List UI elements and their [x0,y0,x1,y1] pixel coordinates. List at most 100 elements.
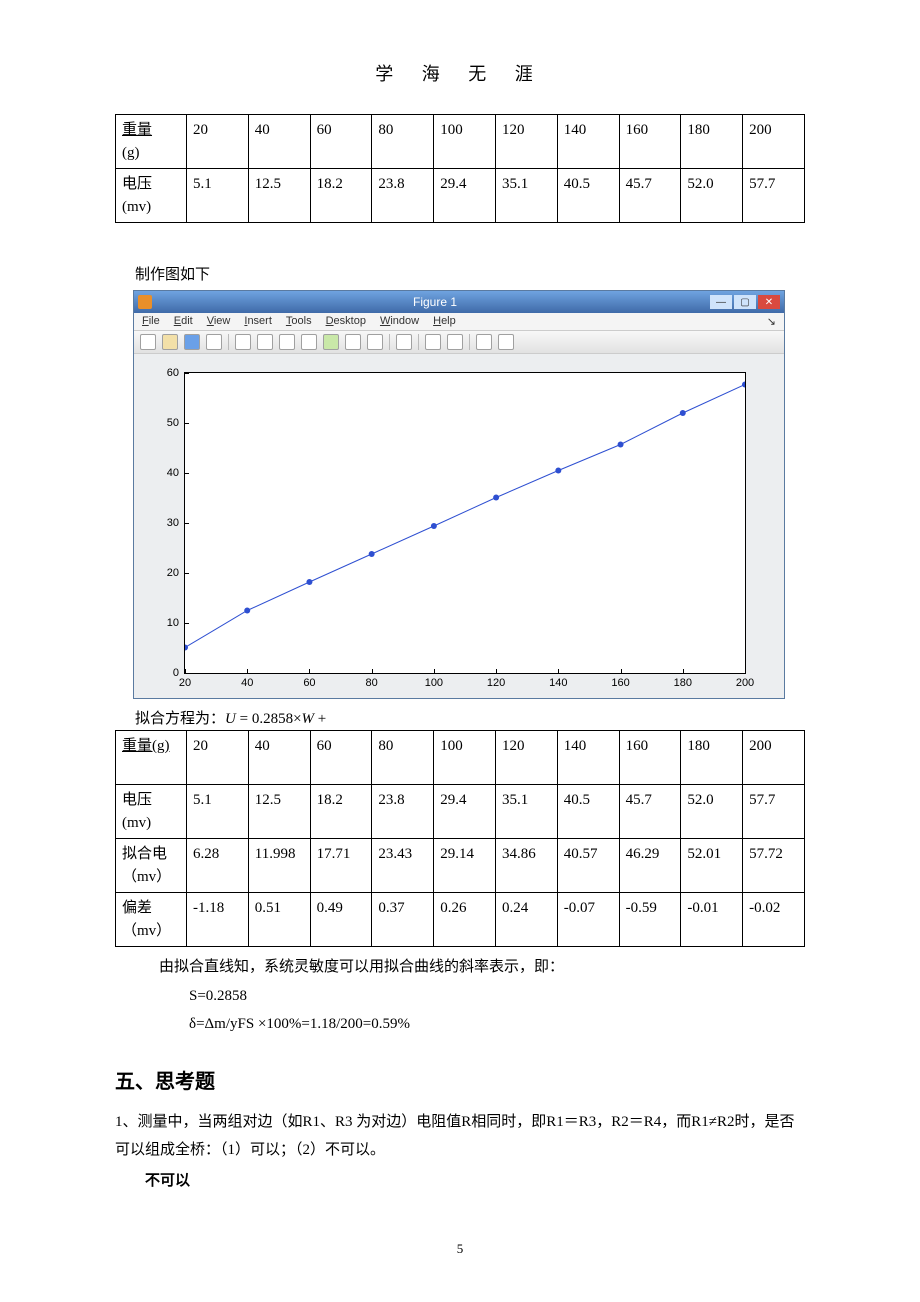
analysis-line: S=0.2858 [189,982,805,1011]
new-icon[interactable] [140,334,156,350]
separator-icon [389,334,390,350]
cell: 40.57 [557,839,619,893]
pointer-icon[interactable] [235,334,251,350]
cell: 40.5 [557,169,619,223]
cell: 20 [187,731,249,785]
menu-view[interactable]: View [207,315,231,328]
label: (mv) [122,199,151,215]
cell: 57.7 [743,785,805,839]
pan-icon[interactable] [301,334,317,350]
cell: 5.1 [187,785,249,839]
cell: 34.86 [495,839,557,893]
voltage-header: 电压 (mv) [116,785,187,839]
label: 偏差 [122,900,152,916]
fitted-header: 拟合电 （mv） [116,839,187,893]
cell: 52.0 [681,785,743,839]
table-row: 偏差 （mv） -1.18 0.51 0.49 0.37 0.26 0.24 -… [116,893,805,947]
cell: 200 [743,115,805,169]
cell: 23.43 [372,839,434,893]
legend-icon[interactable] [447,334,463,350]
cell: 35.1 [495,785,557,839]
menu-tools[interactable]: Tools [286,315,312,328]
question-1: 1、测量中，当两组对边（如R1、R3 为对边）电阻值R相同时，即R1＝R3，R2… [115,1108,805,1165]
label: (g) [122,145,140,161]
menu-insert[interactable]: Insert [244,315,272,328]
save-icon[interactable] [184,334,200,350]
cell: -0.01 [681,893,743,947]
cell: 20 [187,115,249,169]
y-tick-label: 10 [167,617,185,629]
cell: 40.5 [557,785,619,839]
figure-title: Figure 1 [160,295,710,309]
x-tick-label: 160 [611,673,629,689]
cell: 100 [434,115,496,169]
label: 电压 [122,176,152,192]
minimize-button[interactable]: — [710,295,732,309]
label: (mv) [122,815,151,831]
analysis-line: 由拟合直线知，系统灵敏度可以用拟合曲线的斜率表示，即： [159,953,805,982]
cell: 29.4 [434,169,496,223]
hide-icon[interactable] [476,334,492,350]
y-tick-label: 60 [167,367,185,379]
cell: 18.2 [310,785,372,839]
show-icon[interactable] [498,334,514,350]
x-tick-label: 100 [425,673,443,689]
datacursor-icon[interactable] [345,334,361,350]
cell: 12.5 [248,169,310,223]
label: 拟合电 [122,846,167,862]
menu-window[interactable]: Window [380,315,419,328]
cell: 45.7 [619,785,681,839]
maximize-button[interactable]: ▢ [734,295,756,309]
analysis-text: 由拟合直线知，系统灵敏度可以用拟合曲线的斜率表示，即： S=0.2858 δ=Δ… [159,953,805,1039]
menu-edit[interactable]: Edit [174,315,193,328]
cell: 11.998 [248,839,310,893]
menu-overflow-icon[interactable]: ↘ [767,315,776,328]
cell: 17.71 [310,839,372,893]
close-button[interactable]: ✕ [758,295,780,309]
x-tick-label: 200 [736,673,754,689]
cell: 35.1 [495,169,557,223]
cell: 160 [619,731,681,785]
table-row: 电压 (mv) 5.1 12.5 18.2 23.8 29.4 35.1 40.… [116,785,805,839]
page-number: 5 [115,1241,805,1257]
cell: 120 [495,115,557,169]
link-icon[interactable] [396,334,412,350]
rotate-icon[interactable] [323,334,339,350]
figure-toolbar [134,330,784,354]
analysis-line: δ=Δm/yFS ×100%=1.18/200=0.59% [189,1010,805,1039]
figure-menubar: File Edit View Insert Tools Desktop Wind… [134,313,784,330]
menu-file[interactable]: File [142,315,160,328]
figure-body: 010203040506020406080100120140160180200 [134,354,784,698]
cell: 0.37 [372,893,434,947]
menu-desktop[interactable]: Desktop [326,315,366,328]
zoom-out-icon[interactable] [279,334,295,350]
brush-icon[interactable] [367,334,383,350]
cell: 29.4 [434,785,496,839]
zoom-in-icon[interactable] [257,334,273,350]
cell: 80 [372,731,434,785]
colorbar-icon[interactable] [425,334,441,350]
table-row: 重量(g) 20 40 60 80 100 120 140 160 180 20… [116,731,805,785]
table-row: 拟合电 （mv） 6.28 11.998 17.71 23.43 29.14 3… [116,839,805,893]
cell: 46.29 [619,839,681,893]
matlab-icon [138,295,152,309]
caption-figure: 制作图如下 [135,263,805,284]
open-icon[interactable] [162,334,178,350]
cell: 60 [310,115,372,169]
label: （mv） [122,923,171,939]
cell: -0.59 [619,893,681,947]
cell: 140 [557,731,619,785]
cell: 18.2 [310,169,372,223]
cell: 29.14 [434,839,496,893]
cell: 40 [248,731,310,785]
cell: 0.49 [310,893,372,947]
print-icon[interactable] [206,334,222,350]
cell: 40 [248,115,310,169]
cell: 60 [310,731,372,785]
cell: 100 [434,731,496,785]
menu-help[interactable]: Help [433,315,456,328]
page-title: 学 海 无 涯 [115,60,805,86]
cell: 45.7 [619,169,681,223]
cell: 160 [619,115,681,169]
label: 重量(g) [122,738,170,754]
